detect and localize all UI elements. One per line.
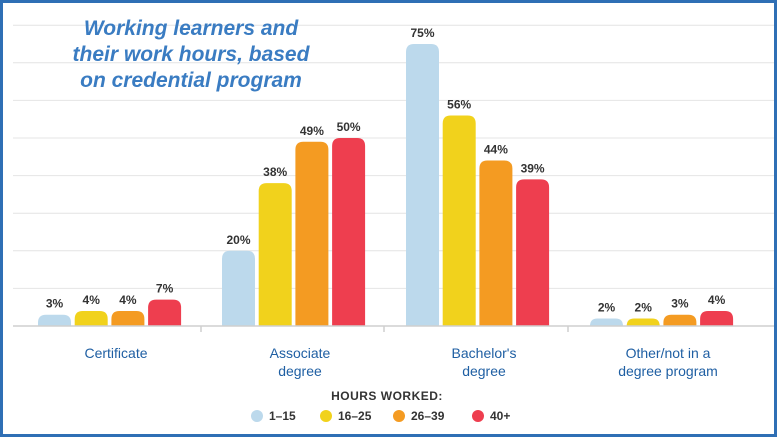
chart-title: Working learners and their work hours, ba… <box>73 17 311 92</box>
data-label: 50% <box>337 120 361 134</box>
data-label: 56% <box>447 97 471 111</box>
legend-label: 16–25 <box>338 409 372 423</box>
bar <box>38 314 71 326</box>
bar <box>222 250 255 326</box>
chart-title-line: Working learners and <box>84 17 300 40</box>
data-label: 75% <box>410 26 434 40</box>
bar <box>332 138 366 326</box>
bar <box>700 310 734 326</box>
data-label: 2% <box>598 300 616 314</box>
bar <box>442 115 476 326</box>
legend-label: 1–15 <box>269 409 296 423</box>
legend-label: 26–39 <box>411 409 445 423</box>
bar <box>590 318 623 326</box>
bar <box>258 183 292 326</box>
bar <box>626 318 660 326</box>
bar <box>406 44 439 326</box>
category-label: Certificate <box>84 345 147 361</box>
x-axis <box>13 325 774 332</box>
legend-title: HOURS WORKED: <box>331 389 443 403</box>
data-label: 44% <box>484 143 508 157</box>
chart-title-line: on credential program <box>80 69 302 92</box>
legend-swatch <box>251 410 263 422</box>
category-label: Other/not in a <box>626 345 711 361</box>
legend: HOURS WORKED: 1–15 16–25 26–39 40+ <box>251 389 510 423</box>
bar <box>479 160 513 326</box>
bar <box>516 179 550 326</box>
bar <box>74 310 108 326</box>
data-label: 49% <box>300 124 324 138</box>
bars <box>38 44 734 326</box>
legend-label: 40+ <box>490 409 510 423</box>
bar <box>295 141 329 326</box>
data-label: 39% <box>521 161 545 175</box>
value-labels: 3% 20% 75% 2% 4% 38% 56% 2% 4% 49% 44% 3% 7% 50% 39% 4% <box>46 26 726 314</box>
bar <box>663 314 697 326</box>
data-label: 38% <box>263 165 287 179</box>
data-label: 20% <box>226 233 250 247</box>
bar <box>111 310 145 326</box>
category-label: Bachelor's <box>452 345 517 361</box>
data-label: 7% <box>156 282 174 296</box>
legend-swatch <box>472 410 484 422</box>
category-label: degree <box>462 363 506 379</box>
bar-chart: 3% 20% 75% 2% 4% 38% 56% 2% 4% 49% 44% 3% 7% 50% 39% 4%… <box>13 17 774 423</box>
legend-swatch <box>393 410 405 422</box>
legend-swatch <box>320 410 332 422</box>
data-label: 4% <box>708 293 726 307</box>
category-label: degree program <box>618 363 718 379</box>
category-label: Associate <box>270 345 331 361</box>
data-label: 3% <box>671 297 689 311</box>
bar <box>148 299 182 326</box>
category-labels: Certificate Associate degree Bachelor's degr… <box>84 345 717 379</box>
chart-title-line: their work hours, based <box>73 43 311 66</box>
gridlines <box>13 24 774 289</box>
category-label: degree <box>278 363 322 379</box>
data-label: 2% <box>635 300 653 314</box>
data-label: 3% <box>46 297 64 311</box>
data-label: 4% <box>119 293 137 307</box>
data-label: 4% <box>83 293 101 307</box>
